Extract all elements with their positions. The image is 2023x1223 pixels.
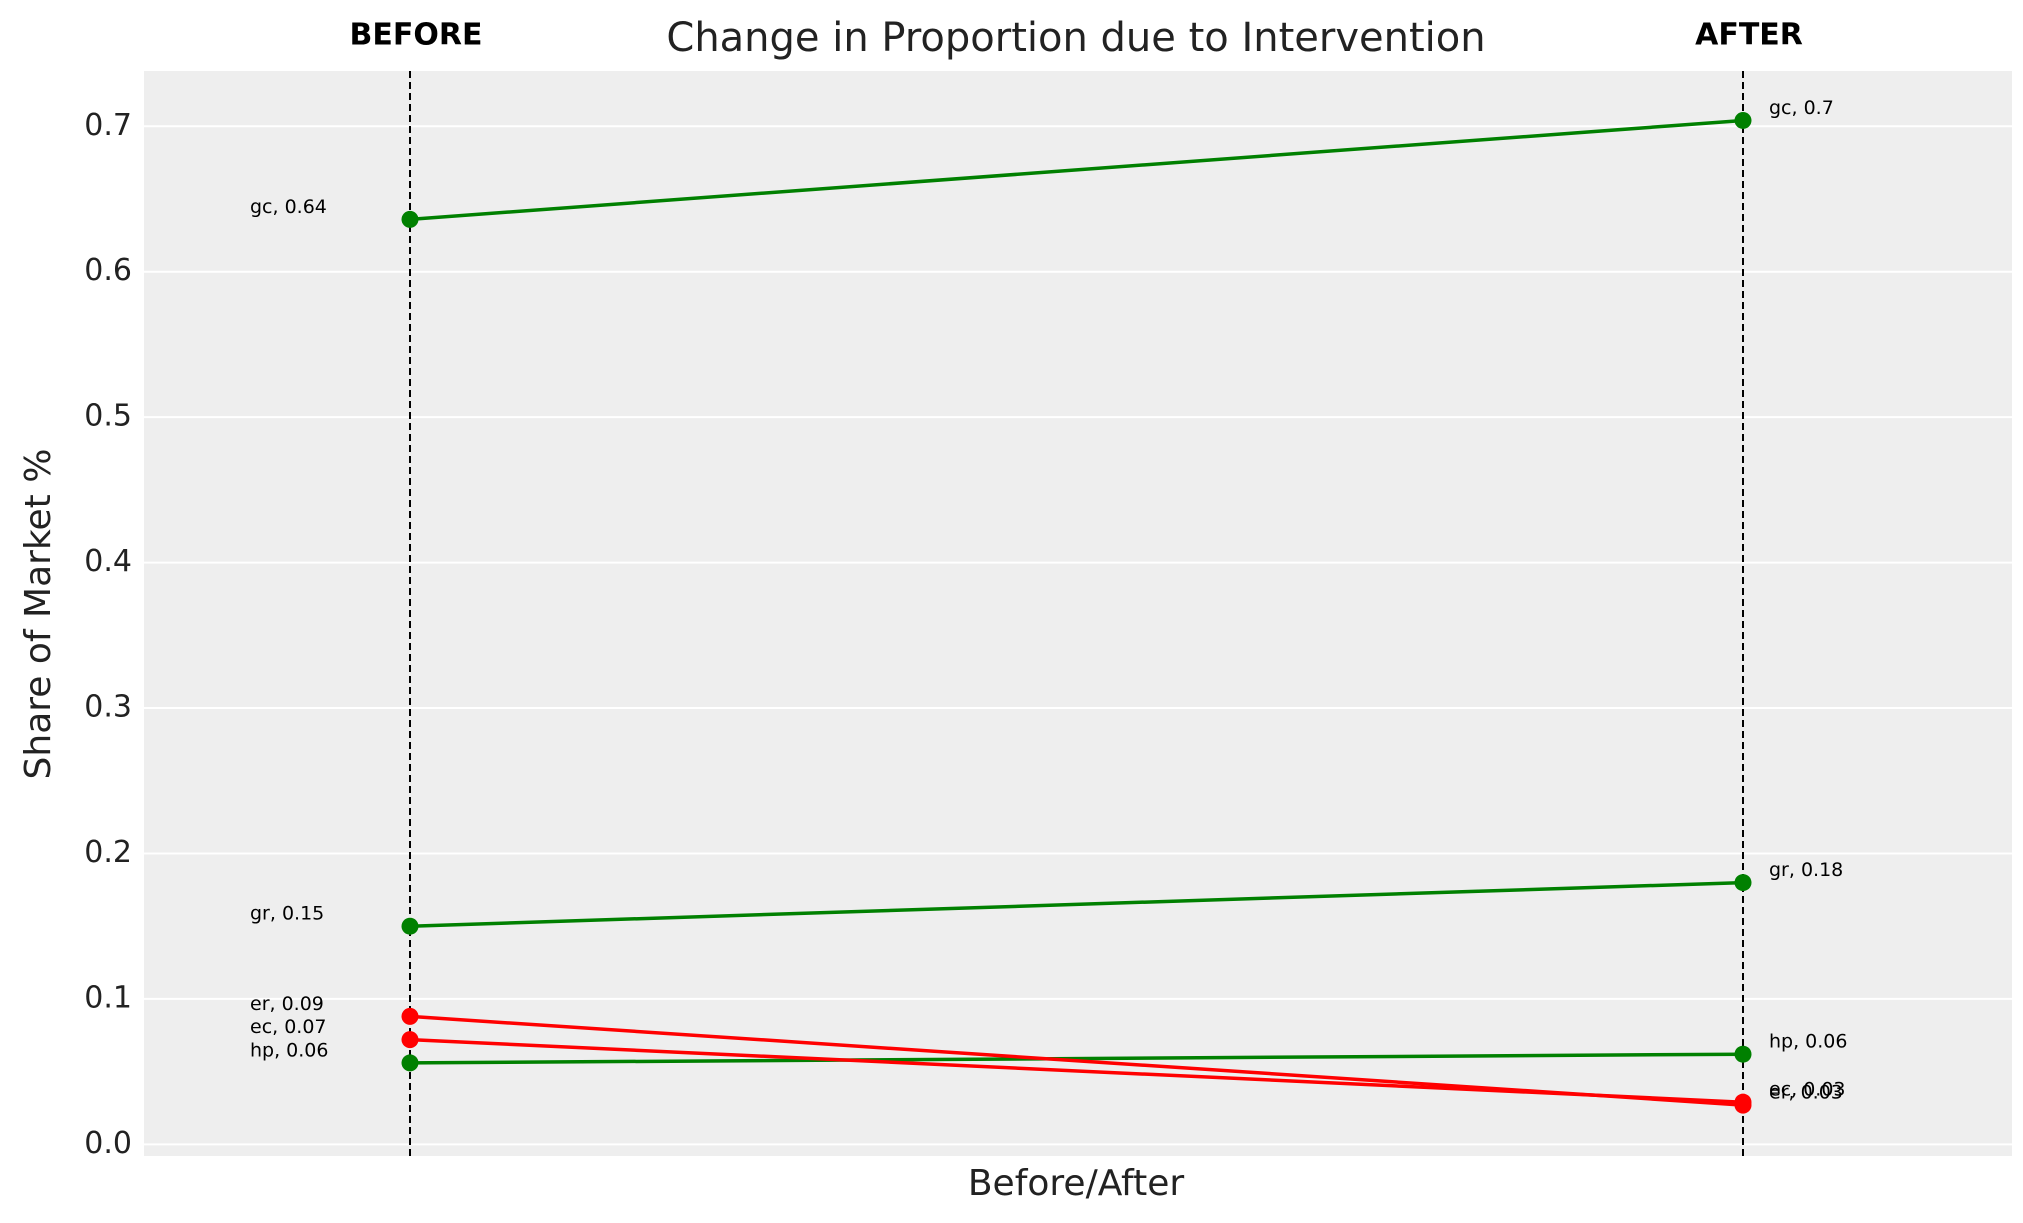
slope-line [409, 880, 1744, 928]
point [401, 1031, 419, 1049]
value-label: gr, 0.18 [1769, 859, 1843, 881]
chart-title: Change in Proportion due to Intervention [666, 15, 1485, 61]
y-tick-label: 0.3 [84, 690, 132, 725]
slope-line [409, 118, 1744, 222]
value-label: ec, 0.03 [1769, 1079, 1846, 1101]
value-label: er, 0.03 [1769, 1082, 1843, 1104]
value-label: er, 0.09 [250, 993, 324, 1015]
point [401, 1007, 419, 1025]
column-label: BEFORE [350, 18, 483, 53]
y-tick-label: 0.7 [84, 108, 132, 143]
point [1734, 1045, 1752, 1063]
value-label: gr, 0.15 [250, 903, 324, 925]
y-tick-label: 0.5 [84, 399, 132, 434]
y-tick-label: 0.6 [84, 253, 132, 288]
y-tick-label: 0.1 [84, 980, 132, 1015]
value-label: gc, 0.64 [250, 196, 327, 218]
y-axis-label: Share of Market % [18, 449, 59, 780]
point [401, 917, 419, 935]
point [1734, 1093, 1752, 1111]
point [1734, 111, 1752, 129]
y-tick-label: 0.0 [84, 1126, 132, 1161]
point [1734, 874, 1752, 892]
slope-line [409, 1037, 1744, 1104]
value-label: gc, 0.7 [1769, 97, 1834, 119]
point [401, 210, 419, 228]
plot-area [144, 71, 2012, 1156]
column-label: AFTER [1695, 18, 1803, 53]
point [401, 1054, 419, 1072]
y-tick-label: 0.2 [84, 835, 132, 870]
slope-line [409, 1052, 1744, 1065]
value-label: hp, 0.06 [250, 1039, 329, 1061]
value-label: ec, 0.07 [250, 1016, 327, 1038]
y-tick-label: 0.4 [84, 544, 132, 579]
value-label: hp, 0.06 [1769, 1031, 1848, 1053]
x-axis-label: Before/After [968, 1163, 1184, 1204]
